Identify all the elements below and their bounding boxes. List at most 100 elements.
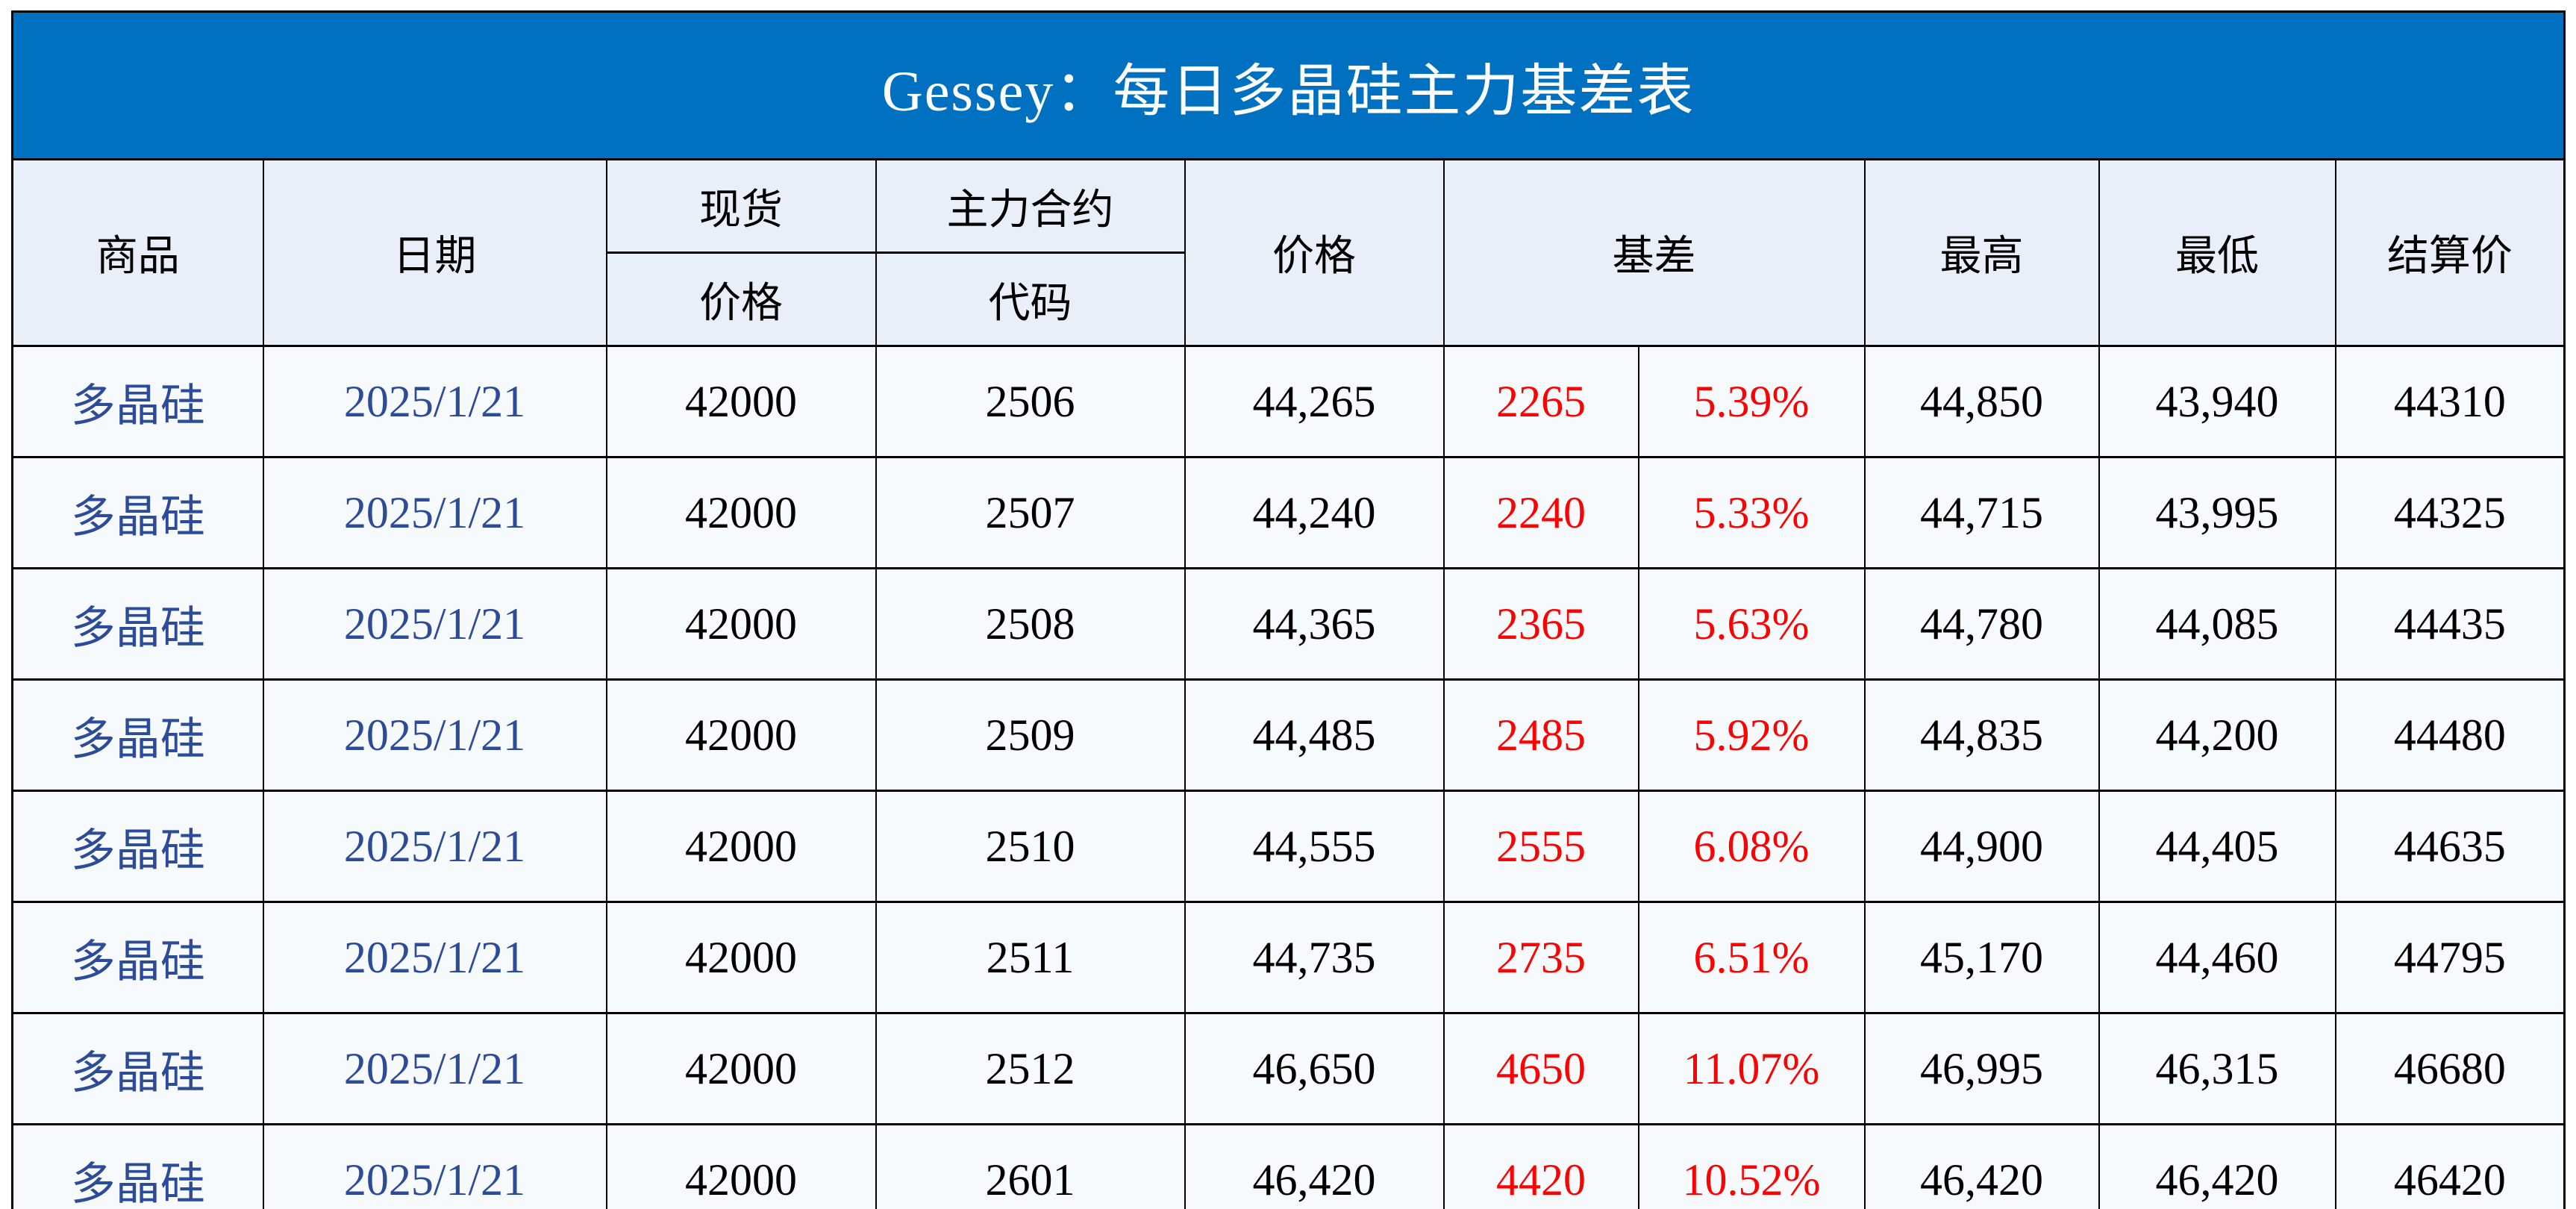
cell-contract-code: 2507 (875, 456, 1186, 569)
table-row: 多晶硅 2025/1/21 42000 2507 44,240 2240 5.3… (11, 456, 2566, 569)
cell-contract-code: 2508 (875, 567, 1186, 681)
cell-basis: 2365 (1442, 567, 1639, 681)
page-title: Gessey：每日多晶硅主力基差表 (10, 10, 2566, 160)
col-header-date: 日期 (262, 158, 607, 347)
cell-low: 44,085 (2098, 567, 2336, 681)
cell-contract-code: 2511 (875, 901, 1186, 1014)
cell-basis: 2735 (1442, 901, 1639, 1014)
cell-contract-code: 2510 (875, 790, 1186, 903)
cell-date: 2025/1/21 (262, 1012, 607, 1125)
cell-spot-price: 42000 (605, 901, 877, 1014)
cell-settlement: 44435 (2334, 567, 2566, 681)
cell-commodity: 多晶硅 (11, 456, 264, 569)
cell-basis-pct: 5.63% (1637, 567, 1866, 681)
cell-settlement: 46420 (2334, 1123, 2566, 1209)
table-body: 多晶硅 2025/1/21 42000 2506 44,265 2265 5.3… (11, 345, 2566, 1209)
cell-basis-pct: 6.51% (1637, 901, 1866, 1014)
cell-price: 44,240 (1184, 456, 1445, 569)
cell-settlement: 44635 (2334, 790, 2566, 903)
cell-low: 44,200 (2098, 678, 2336, 792)
table-row: 多晶硅 2025/1/21 42000 2510 44,555 2555 6.0… (11, 790, 2566, 903)
cell-spot-price: 42000 (605, 790, 877, 903)
cell-basis: 4420 (1442, 1123, 1639, 1209)
cell-date: 2025/1/21 (262, 456, 607, 569)
table-row: 多晶硅 2025/1/21 42000 2512 46,650 4650 11.… (11, 1012, 2566, 1125)
cell-price: 46,420 (1184, 1123, 1445, 1209)
col-header-spot: 现货 (605, 158, 877, 254)
cell-basis-pct: 5.92% (1637, 678, 1866, 792)
cell-contract-code: 2512 (875, 1012, 1186, 1125)
header-row-1: 商品 日期 现货 主力合约 价格 基差 最高 最低 结算价 (11, 158, 2566, 347)
cell-spot-price: 42000 (605, 345, 877, 458)
daily-basis-table: Gessey：每日多晶硅主力基差表 商品 日期 现货 主力合约 价格 基差 最高… (10, 10, 2566, 1209)
cell-high: 46,995 (1863, 1012, 2100, 1125)
cell-price: 44,265 (1184, 345, 1445, 458)
col-header-settlement: 结算价 (2334, 158, 2566, 347)
cell-spot-price: 42000 (605, 567, 877, 681)
cell-basis: 4650 (1442, 1012, 1639, 1125)
col-header-basis: 基差 (1442, 158, 1866, 347)
table-row: 多晶硅 2025/1/21 42000 2601 46,420 4420 10.… (11, 1123, 2566, 1209)
cell-commodity: 多晶硅 (11, 1012, 264, 1125)
cell-high: 44,900 (1863, 790, 2100, 903)
cell-date: 2025/1/21 (262, 901, 607, 1014)
col-header-contract-code: 代码 (875, 252, 1186, 347)
cell-basis: 2555 (1442, 790, 1639, 903)
cell-basis: 2265 (1442, 345, 1639, 458)
cell-commodity: 多晶硅 (11, 678, 264, 792)
cell-low: 43,995 (2098, 456, 2336, 569)
cell-spot-price: 42000 (605, 678, 877, 792)
cell-commodity: 多晶硅 (11, 567, 264, 681)
cell-commodity: 多晶硅 (11, 345, 264, 458)
col-header-low: 最低 (2098, 158, 2336, 347)
cell-spot-price: 42000 (605, 1012, 877, 1125)
cell-high: 44,835 (1863, 678, 2100, 792)
cell-contract-code: 2601 (875, 1123, 1186, 1209)
table-row: 多晶硅 2025/1/21 42000 2506 44,265 2265 5.3… (11, 345, 2566, 458)
cell-date: 2025/1/21 (262, 790, 607, 903)
table-row: 多晶硅 2025/1/21 42000 2508 44,365 2365 5.6… (11, 567, 2566, 681)
col-header-commodity: 商品 (11, 158, 264, 347)
cell-commodity: 多晶硅 (11, 1123, 264, 1209)
cell-basis: 2240 (1442, 456, 1639, 569)
cell-low: 46,420 (2098, 1123, 2336, 1209)
cell-date: 2025/1/21 (262, 567, 607, 681)
col-header-price: 价格 (1184, 158, 1445, 347)
cell-spot-price: 42000 (605, 1123, 877, 1209)
cell-basis-pct: 5.33% (1637, 456, 1866, 569)
cell-low: 43,940 (2098, 345, 2336, 458)
cell-high: 46,420 (1863, 1123, 2100, 1209)
cell-settlement: 46680 (2334, 1012, 2566, 1125)
cell-price: 46,650 (1184, 1012, 1445, 1125)
table-row: 多晶硅 2025/1/21 42000 2511 44,735 2735 6.5… (11, 901, 2566, 1014)
col-header-high: 最高 (1863, 158, 2100, 347)
title-bar: Gessey：每日多晶硅主力基差表 (10, 10, 2566, 160)
cell-price: 44,735 (1184, 901, 1445, 1014)
cell-high: 44,780 (1863, 567, 2100, 681)
cell-contract-code: 2509 (875, 678, 1186, 792)
header-row-2: 价格 代码 (13, 252, 2565, 347)
cell-basis-pct: 6.08% (1637, 790, 1866, 903)
cell-date: 2025/1/21 (262, 1123, 607, 1209)
cell-high: 44,850 (1863, 345, 2100, 458)
cell-settlement: 44795 (2334, 901, 2566, 1014)
cell-basis-pct: 11.07% (1637, 1012, 1866, 1125)
cell-date: 2025/1/21 (262, 678, 607, 792)
cell-settlement: 44480 (2334, 678, 2566, 792)
cell-price: 44,485 (1184, 678, 1445, 792)
cell-low: 44,460 (2098, 901, 2336, 1014)
cell-high: 44,715 (1863, 456, 2100, 569)
cell-basis-pct: 5.39% (1637, 345, 1866, 458)
cell-price: 44,555 (1184, 790, 1445, 903)
cell-high: 45,170 (1863, 901, 2100, 1014)
cell-basis: 2485 (1442, 678, 1639, 792)
cell-contract-code: 2506 (875, 345, 1186, 458)
cell-settlement: 44310 (2334, 345, 2566, 458)
cell-spot-price: 42000 (605, 456, 877, 569)
cell-price: 44,365 (1184, 567, 1445, 681)
cell-low: 44,405 (2098, 790, 2336, 903)
cell-basis-pct: 10.52% (1637, 1123, 1866, 1209)
cell-low: 46,315 (2098, 1012, 2336, 1125)
col-header-main-contract: 主力合约 (875, 158, 1186, 254)
